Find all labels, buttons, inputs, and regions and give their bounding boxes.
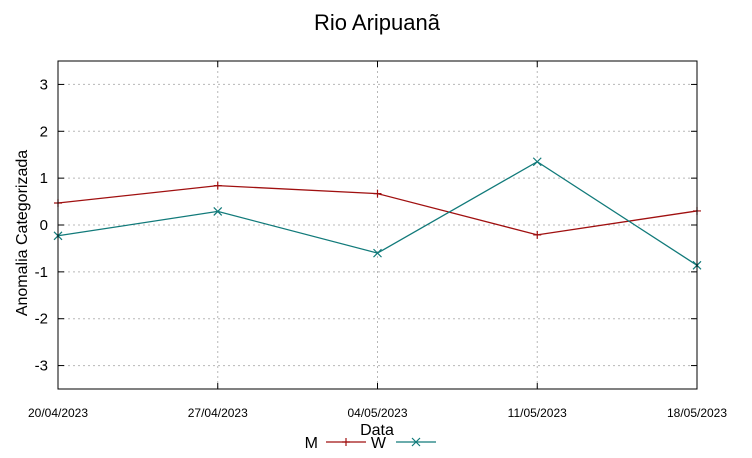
data-point-marker [373, 189, 382, 198]
data-point-marker [213, 206, 223, 216]
series-m [54, 181, 701, 239]
x-axis-label: Data [360, 422, 394, 439]
y-tick-labels: 3 2 1 0 -1 -2 -3 [35, 76, 48, 374]
data-point-marker [411, 437, 421, 447]
y-tick-label: 3 [40, 76, 48, 93]
legend-label-w: W [371, 435, 387, 452]
data-point-marker [213, 181, 222, 190]
grid-lines [57, 61, 698, 389]
y-tick-label: 2 [40, 123, 48, 140]
data-point-marker [532, 157, 542, 167]
data-point-marker [373, 248, 382, 258]
series-w [53, 157, 702, 270]
x-tick-label: 20/04/2023 [28, 406, 88, 420]
y-tick-label: -3 [35, 358, 48, 375]
x-tick-label: 27/04/2023 [188, 406, 248, 420]
legend-label-m: M [305, 435, 318, 452]
x-tick-label: 04/05/2023 [347, 406, 407, 420]
data-point-marker [342, 438, 350, 446]
y-axis-label: Anomalia Categorizada [14, 150, 31, 316]
y-tick-label: 0 [40, 217, 48, 234]
data-point-marker [533, 230, 542, 239]
series-lines [53, 157, 702, 270]
y-tick-label: 1 [40, 170, 48, 187]
y-tick-label: -2 [35, 311, 48, 328]
plot-area-frame [57, 60, 698, 390]
y-tick-label: -1 [35, 264, 48, 281]
x-tick-labels: 20/04/2023 27/04/2023 04/05/2023 11/05/2023… [28, 406, 727, 420]
x-tick-label: 18/05/2023 [667, 406, 727, 420]
chart-title: Rio Aripuanã [314, 10, 441, 35]
x-tick-label: 11/05/2023 [508, 406, 567, 420]
